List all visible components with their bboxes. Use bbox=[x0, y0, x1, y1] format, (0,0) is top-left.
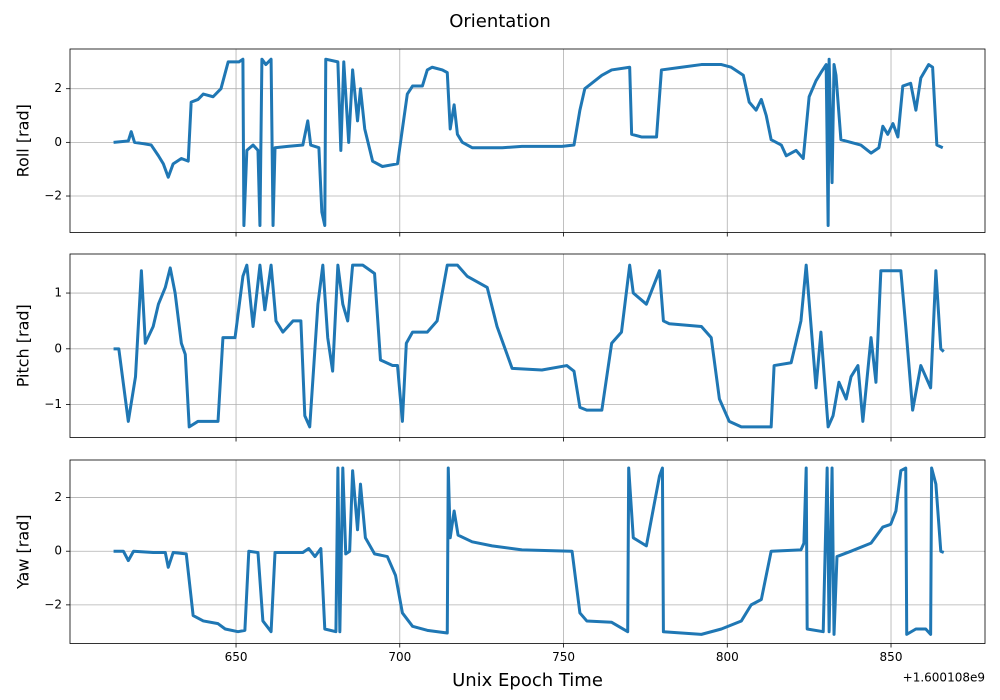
y-tick-label: 2 bbox=[54, 81, 62, 95]
y-tick-label: −2 bbox=[44, 597, 62, 611]
y-tick-label: 2 bbox=[54, 490, 62, 504]
x-tick-label: 700 bbox=[388, 650, 411, 664]
axes-frame bbox=[69, 48, 986, 233]
x-tick-label: 800 bbox=[716, 650, 739, 664]
axes-frame bbox=[69, 459, 986, 644]
x-axis-label: Unix Epoch Time bbox=[452, 670, 603, 691]
y-tick-label: 0 bbox=[54, 341, 62, 355]
axes-frame bbox=[69, 253, 986, 438]
y-tick-label: −1 bbox=[44, 397, 62, 411]
y-tick-label: 0 bbox=[54, 135, 62, 149]
y-axis-label: Pitch [rad] bbox=[14, 304, 33, 387]
data-line bbox=[113, 263, 945, 429]
x-tick-label: 750 bbox=[552, 650, 575, 664]
y-tick-label: 0 bbox=[54, 544, 62, 558]
data-line bbox=[113, 466, 945, 636]
x-tick-label: 850 bbox=[880, 650, 903, 664]
y-tick-label: 1 bbox=[54, 286, 62, 300]
y-axis-label: Roll [rad] bbox=[14, 104, 33, 177]
x-tick-label: 650 bbox=[225, 650, 248, 664]
figure-title: Orientation bbox=[449, 11, 551, 32]
x-offset-text: +1.600108e9 bbox=[903, 671, 985, 685]
data-line bbox=[113, 57, 944, 228]
y-tick-label: −2 bbox=[44, 189, 62, 203]
y-axis-label: Yaw [rad] bbox=[14, 514, 33, 590]
